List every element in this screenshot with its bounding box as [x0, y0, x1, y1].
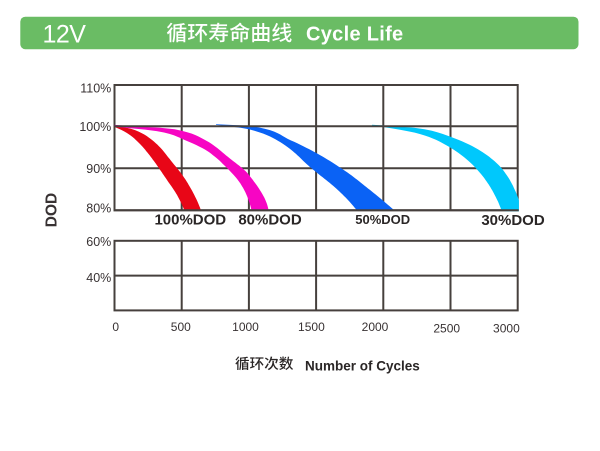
svg-text:Cycle Life: Cycle Life [306, 23, 403, 45]
svg-text:100%DOD: 100%DOD [154, 211, 226, 228]
svg-text:110%: 110% [80, 82, 111, 96]
svg-text:1500: 1500 [298, 320, 325, 334]
svg-text:DOD: DOD [44, 193, 61, 227]
svg-text:12V: 12V [43, 21, 87, 49]
svg-text:500: 500 [171, 320, 191, 334]
svg-text:40%: 40% [86, 271, 111, 285]
svg-text:2000: 2000 [362, 320, 389, 334]
svg-text:80%DOD: 80%DOD [238, 211, 302, 228]
svg-text:60%: 60% [86, 235, 111, 249]
svg-text:3000: 3000 [493, 321, 520, 335]
svg-text:Number of Cycles: Number of Cycles [305, 359, 420, 374]
svg-text:50%DOD: 50%DOD [355, 212, 410, 227]
svg-text:30%DOD: 30%DOD [481, 212, 545, 229]
svg-text:90%: 90% [86, 162, 111, 176]
svg-text:1000: 1000 [232, 320, 259, 334]
svg-text:100%: 100% [79, 120, 111, 134]
svg-text:80%: 80% [86, 202, 111, 216]
svg-text:2500: 2500 [433, 321, 460, 335]
svg-text:0: 0 [112, 320, 119, 334]
